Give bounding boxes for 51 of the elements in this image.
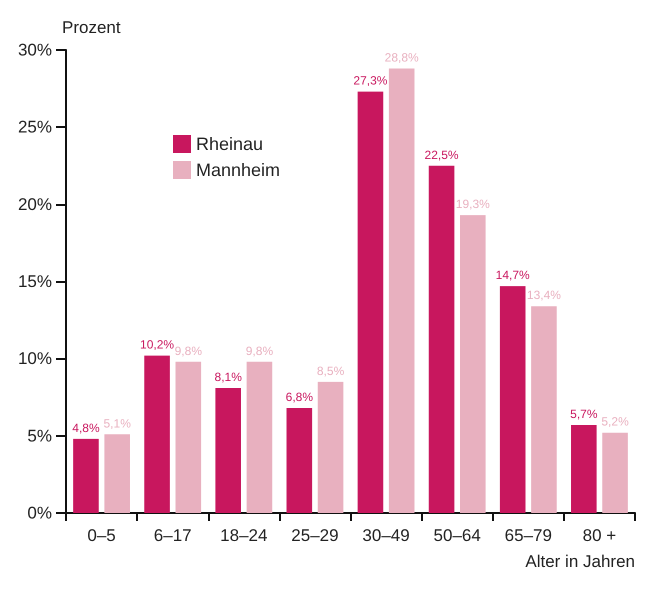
data-label: 9,8% bbox=[174, 344, 202, 358]
bar bbox=[318, 382, 344, 513]
data-label: 6,8% bbox=[286, 390, 314, 404]
bar bbox=[531, 306, 557, 513]
bar bbox=[286, 408, 312, 513]
bar bbox=[144, 356, 170, 513]
bar bbox=[428, 166, 454, 513]
bar bbox=[73, 438, 99, 513]
bar bbox=[460, 215, 486, 513]
bar bbox=[571, 425, 597, 513]
y-tick-label: 5% bbox=[27, 426, 52, 446]
data-label: 28,8% bbox=[384, 50, 420, 65]
legend-label: Rheinau bbox=[196, 134, 264, 154]
data-label: 5,7% bbox=[570, 407, 598, 422]
data-label: 5,1% bbox=[104, 416, 132, 430]
x-axis-title: Alter in Jahren bbox=[525, 552, 635, 571]
bar bbox=[602, 432, 628, 513]
data-label: 10,2% bbox=[140, 338, 174, 352]
data-label: 5,2% bbox=[601, 414, 630, 429]
x-tick-label: 30–49 bbox=[362, 526, 410, 545]
x-tick-label: 65–79 bbox=[504, 526, 552, 545]
x-tick-label: 0–5 bbox=[87, 526, 116, 545]
y-tick-label: 10% bbox=[18, 349, 52, 368]
y-tick-label: 30% bbox=[18, 40, 52, 60]
data-label: 8,5% bbox=[316, 364, 345, 378]
data-label: 19,3% bbox=[456, 197, 490, 212]
bar bbox=[215, 388, 241, 513]
y-tick-label: 15% bbox=[18, 272, 52, 291]
bar bbox=[500, 286, 526, 513]
y-axis-title: Prozent bbox=[62, 18, 121, 37]
x-tick-label: 25–29 bbox=[291, 526, 339, 545]
bar bbox=[176, 362, 202, 513]
x-tick-label: 50–64 bbox=[434, 526, 481, 545]
y-tick-label: 25% bbox=[18, 118, 52, 137]
bar bbox=[388, 68, 414, 513]
x-tick-label: 6–17 bbox=[154, 526, 192, 545]
data-label: 9,8% bbox=[246, 344, 274, 358]
y-tick-label: 20% bbox=[18, 194, 52, 214]
bar bbox=[104, 434, 130, 513]
data-label: 8,1% bbox=[214, 370, 242, 384]
bar bbox=[358, 92, 384, 513]
data-label: 27,3% bbox=[353, 74, 388, 88]
x-tick-label: 80 + bbox=[582, 526, 616, 545]
legend-label: Mannheim bbox=[196, 160, 280, 180]
y-tick-label: 0% bbox=[27, 504, 52, 522]
bar bbox=[246, 362, 272, 513]
data-label: 13,4% bbox=[526, 288, 562, 302]
x-tick-label: 18–24 bbox=[220, 526, 268, 545]
data-label: 14,7% bbox=[496, 268, 530, 282]
data-label: 22,5% bbox=[424, 148, 459, 162]
data-label: 4,8% bbox=[72, 420, 100, 435]
